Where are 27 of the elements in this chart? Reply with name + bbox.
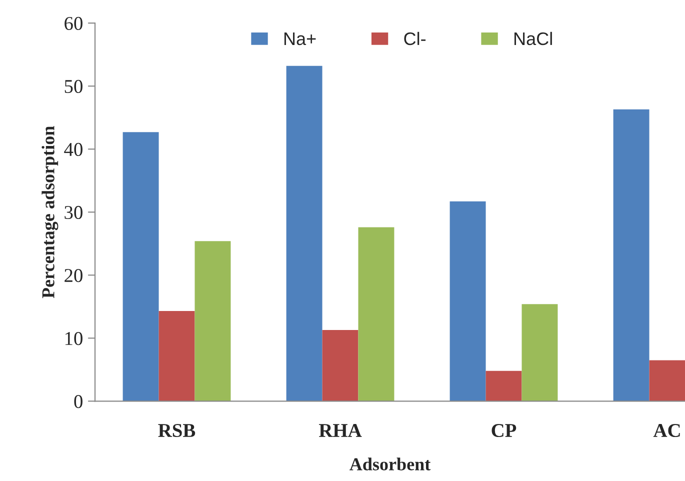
bar: [122, 132, 159, 402]
bar: [450, 201, 486, 402]
y-tick-label: 20: [64, 268, 82, 282]
y-tick-label: 50: [64, 80, 82, 94]
x-tick-label: RHA: [318, 424, 362, 437]
y-tick-label: 10: [65, 332, 82, 346]
y-axis-title: Percentage adsorption: [42, 126, 58, 298]
x-tick-label: AC: [653, 424, 680, 438]
y-tick-label: 60: [64, 16, 82, 30]
legend-label: NaCl: [514, 32, 552, 46]
y-tick-label: 40: [64, 142, 82, 156]
y-tick-label: 30: [64, 206, 82, 220]
bar: [358, 227, 394, 402]
legend-label: Na+: [284, 32, 316, 46]
legend-label: Cl-: [404, 32, 426, 46]
bar: [486, 370, 522, 402]
bar: [522, 304, 558, 402]
bar: [322, 330, 358, 402]
bar: [649, 360, 685, 402]
y-tick-label: 0: [74, 394, 82, 408]
bar: [613, 109, 650, 402]
bar: [286, 66, 322, 402]
bar: [194, 241, 231, 402]
x-tick-label: RSB: [158, 424, 196, 438]
x-tick-label: CP: [492, 424, 516, 438]
x-axis-title: Adsorbent: [350, 458, 431, 470]
bar: [158, 311, 195, 402]
